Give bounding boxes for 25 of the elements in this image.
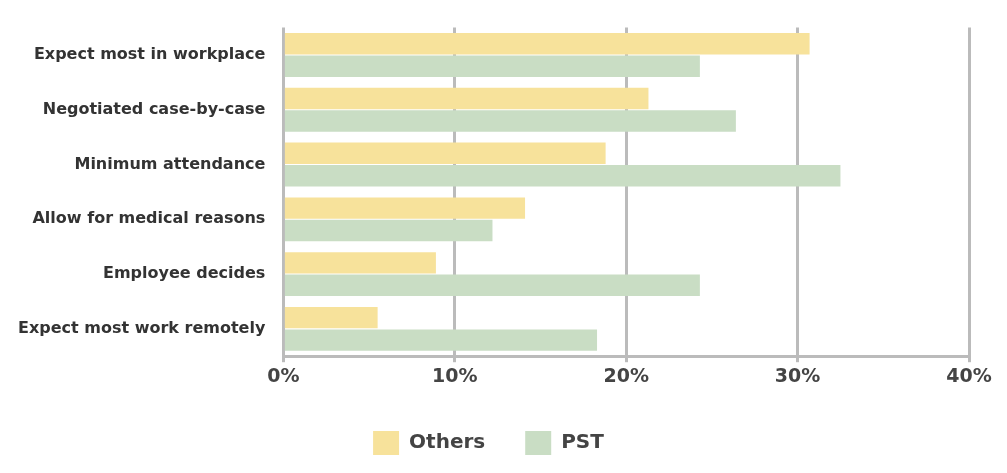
- bar: [284, 33, 810, 55]
- bar: [284, 252, 436, 274]
- y-tick-label: Minimum attendance: [74, 153, 266, 173]
- y-tick-label: Expect most work remotely: [18, 317, 266, 337]
- legend-label: Others: [409, 429, 486, 454]
- x-tick-label: 30%: [774, 363, 821, 386]
- x-tick-label: 20%: [603, 363, 649, 386]
- y-tick-label: Expect most in workplace: [33, 44, 266, 64]
- bar: [284, 197, 526, 219]
- y-tick-label: Negotiated case-by-case: [42, 98, 266, 118]
- bar: [284, 306, 378, 329]
- bar: [284, 329, 598, 351]
- bar: [284, 110, 736, 132]
- bar: [284, 274, 700, 296]
- bar: [284, 55, 700, 77]
- y-tick-label: Allow for medical reasons: [32, 208, 266, 228]
- bar: [284, 87, 649, 110]
- x-tick-label: 10%: [432, 363, 478, 386]
- x-tick-label: 40%: [946, 363, 992, 386]
- legend-label: PST: [561, 429, 605, 454]
- y-tick-label: Employee decides: [103, 263, 266, 283]
- x-tick-label: 0%: [267, 363, 300, 386]
- bar: [284, 165, 841, 187]
- bar: [284, 142, 606, 164]
- bar: [284, 219, 493, 242]
